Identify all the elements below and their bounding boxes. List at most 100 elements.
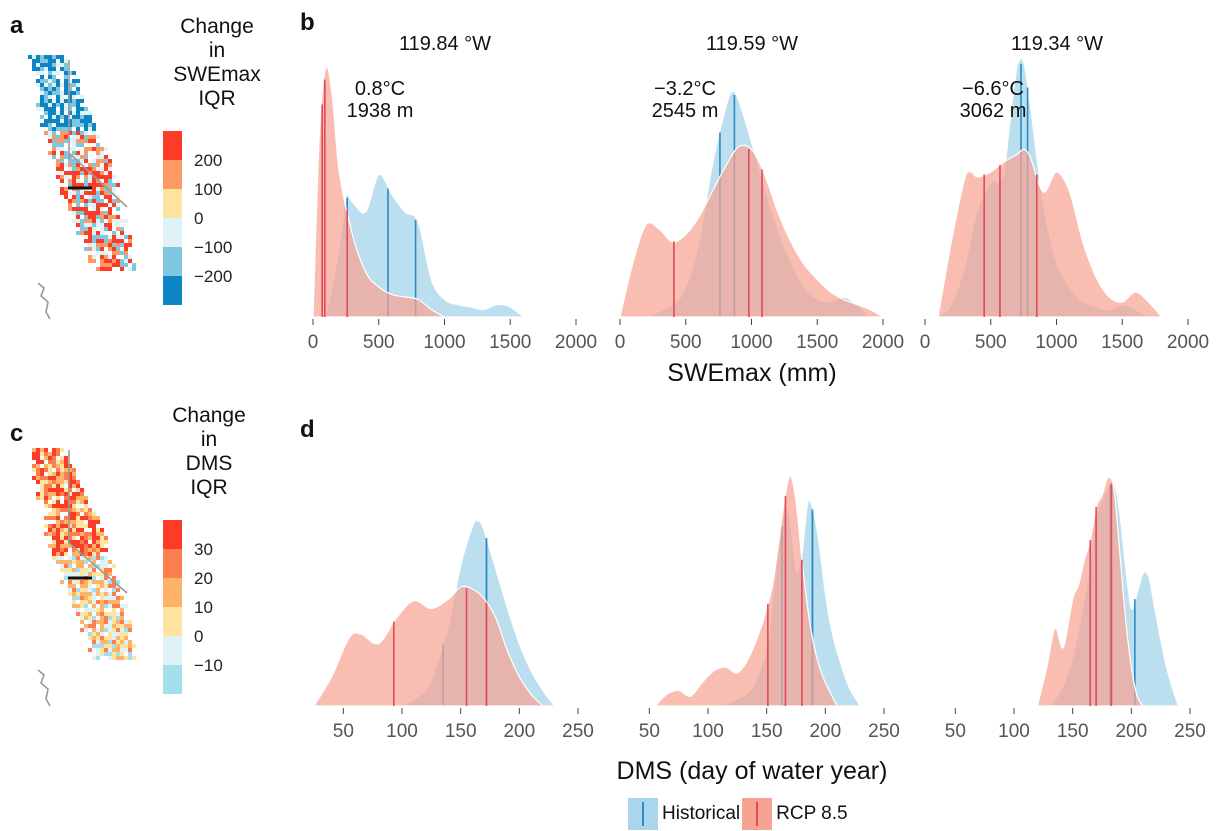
map-cell [56, 115, 60, 119]
map-cell [100, 255, 104, 259]
map-cell [72, 552, 76, 556]
map-cell [52, 111, 56, 115]
dms-legend-swatch [163, 665, 182, 694]
map-cell [44, 119, 48, 123]
map-cell [96, 231, 100, 235]
map-cell [32, 448, 36, 452]
map-cell [36, 83, 40, 87]
map-cell [92, 600, 96, 604]
map-cell [104, 223, 108, 227]
map-cell [120, 616, 124, 620]
map-cell [64, 127, 68, 131]
map-cell [68, 131, 72, 135]
map-cell [108, 620, 112, 624]
map-cell [120, 243, 124, 247]
map-cell [92, 656, 96, 660]
map-cell [48, 528, 52, 532]
map-cell [112, 183, 116, 187]
map-cell [56, 99, 60, 103]
map-cell [112, 203, 116, 207]
map-cell [80, 620, 84, 624]
map-cell [60, 159, 64, 163]
map-cell [116, 239, 120, 243]
map-cell [92, 179, 96, 183]
map-cell [44, 87, 48, 91]
map-cell [52, 107, 56, 111]
map-cell [56, 79, 60, 83]
map-cell [76, 223, 80, 227]
map-cell [104, 155, 108, 159]
map-cell [36, 452, 40, 456]
map-cell [72, 119, 76, 123]
map-cell [92, 239, 96, 243]
map-cell [88, 211, 92, 215]
map-cell [36, 448, 40, 452]
map-cell [60, 564, 64, 568]
map-cell [96, 183, 100, 187]
map-cell [56, 500, 60, 504]
map-cell [104, 560, 108, 564]
map-cell [88, 255, 92, 259]
map-cell [48, 79, 52, 83]
x-tick-label: 1000 [730, 332, 772, 353]
map-cell [92, 540, 96, 544]
map-cell [108, 632, 112, 636]
map-cell [64, 504, 68, 508]
map-cell [96, 191, 100, 195]
map-cell [104, 620, 108, 624]
map-cell [84, 628, 88, 632]
map-cell [76, 568, 80, 572]
map-cell [112, 616, 116, 620]
map-cell [40, 55, 44, 59]
map-cell [56, 119, 60, 123]
map-cell [92, 231, 96, 235]
map-cell [108, 183, 112, 187]
map-cell [92, 147, 96, 151]
map-cell [64, 175, 68, 179]
map-cell [64, 552, 68, 556]
map-cell [88, 115, 92, 119]
map-cell [68, 175, 72, 179]
x-tick-label: 500 [363, 332, 395, 353]
map-cell [96, 151, 100, 155]
map-cell [116, 640, 120, 644]
map-cell [76, 163, 80, 167]
map-cell [40, 91, 44, 95]
map-cell [80, 223, 84, 227]
map-cell [108, 604, 112, 608]
map-cell [68, 472, 72, 476]
map-cell [60, 528, 64, 532]
map-cell [84, 247, 88, 251]
map-cell [40, 83, 44, 87]
map-cell [80, 139, 84, 143]
map-cell [72, 211, 76, 215]
map-cell [68, 91, 72, 95]
map-cell [68, 512, 72, 516]
map-cell [108, 263, 112, 267]
map-cell [112, 239, 116, 243]
map-cell [32, 59, 36, 63]
facet-annotation: −6.6°C [962, 78, 1024, 100]
map-cell [68, 588, 72, 592]
map-cell [64, 71, 68, 75]
map-cell [120, 652, 124, 656]
map-cell [80, 600, 84, 604]
map-cell [68, 107, 72, 111]
map-cell [84, 604, 88, 608]
x-tick-label: 1500 [1101, 332, 1143, 353]
map-cell [76, 560, 80, 564]
map-cell [76, 231, 80, 235]
map-cell [52, 512, 56, 516]
map-cell [48, 59, 52, 63]
map-cell [68, 484, 72, 488]
map-cell [96, 564, 100, 568]
map-cell [56, 159, 60, 163]
map-cell [100, 211, 104, 215]
map-cell [80, 199, 84, 203]
map-cell [84, 568, 88, 572]
map-cell [76, 516, 80, 520]
map-cell [68, 488, 72, 492]
map-cell [40, 71, 44, 75]
map-cell [72, 516, 76, 520]
map-cell [116, 247, 120, 251]
